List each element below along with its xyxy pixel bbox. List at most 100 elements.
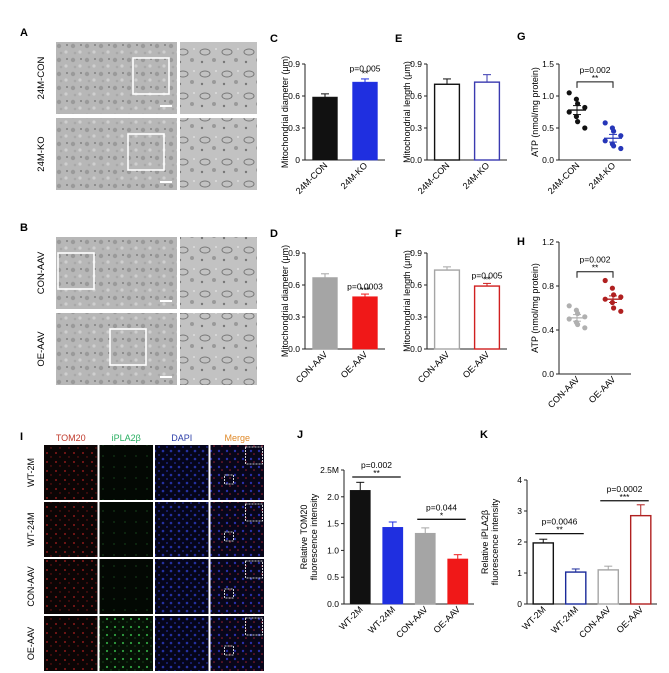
y-axis-label: ATP (nmol/mg protein) [530, 67, 540, 157]
p-value-label: p=0.0002 [607, 484, 643, 494]
x-tick-label: WT-2M [337, 604, 365, 632]
column-label: iPLA2β [112, 433, 141, 443]
y-axis-label: fluorescence intensity [490, 498, 500, 585]
y-axis-label: Mitochondrial length (μm) [402, 250, 412, 352]
panel-letter: F [395, 228, 402, 240]
roi-box [224, 588, 234, 599]
row-label: WT-24M [26, 512, 36, 546]
significance-stars: ** [373, 468, 380, 478]
y-tick-label: 0.6 [410, 280, 422, 290]
data-point [566, 90, 572, 96]
y-tick-label: 1.0 [542, 91, 554, 101]
x-tick-label: WT-24M [549, 604, 580, 635]
y-tick-label: 1 [517, 568, 522, 578]
x-tick-label: OE-AAV [615, 604, 646, 635]
y-tick-label: 1.5 [542, 59, 554, 69]
fluorescence-image [210, 445, 264, 500]
y-tick-label: 0.6 [288, 91, 300, 101]
y-tick-label: 0.0 [410, 155, 422, 165]
zoom-box [57, 252, 95, 290]
y-tick-label: 0.6 [288, 280, 300, 290]
row-label: 24M-CON [36, 56, 47, 99]
micrograph-zoom [180, 313, 257, 385]
data-point [602, 120, 608, 126]
y-tick-label: 1.2 [542, 237, 554, 247]
p-value-label: p=0.002 [580, 65, 611, 75]
y-tick-label: 0.3 [288, 123, 300, 133]
data-point [566, 303, 572, 309]
bar [382, 527, 404, 605]
y-tick-label: 0.0 [542, 369, 554, 379]
column-label: DAPI [171, 433, 192, 443]
y-axis-label: Relative TOM20 [299, 505, 309, 570]
fluorescence-image [44, 616, 98, 671]
roi-box [224, 645, 234, 656]
fluorescence-image [44, 445, 98, 500]
bar [352, 296, 378, 350]
row-label: 24M-KO [36, 136, 47, 171]
x-tick-label: CON-AAV [294, 349, 330, 385]
panel-letter: K [480, 429, 488, 441]
panel-letter: D [270, 228, 278, 240]
bar [532, 542, 555, 605]
row-label: CON-AAV [26, 566, 36, 606]
row-label: CON-AAV [36, 251, 47, 294]
data-point [582, 104, 588, 111]
panel-b-micrographs: B CON-AAV OE-AAV [20, 222, 257, 385]
chart-h: H 0.0 0.4 0.8 1.2 ATP (nmol/mg protein) CON-AA… [517, 236, 631, 410]
y-tick-label: 1.5 [327, 519, 339, 529]
y-tick-label: 2 [517, 537, 522, 547]
x-tick-label: 24M-CON [294, 160, 330, 196]
panel-a-micrographs: A 24M-CON 24M-KO [20, 27, 257, 190]
significance-stars: ** [592, 73, 599, 83]
annotation: ** [484, 274, 491, 284]
roi-box [224, 474, 234, 485]
y-tick-label: 0.0 [410, 344, 422, 354]
fluorescence-image [99, 559, 153, 614]
x-tick-label: WT-24M [366, 604, 397, 635]
zoom-box [132, 57, 170, 95]
fluorescence-image [210, 559, 264, 614]
y-tick-label: 0.3 [410, 123, 422, 133]
y-tick-label: 0.3 [410, 312, 422, 322]
x-tick-label: WT-2M [520, 604, 548, 632]
annotation: p=0.0003 [347, 281, 383, 291]
y-tick-label: 2.5M [320, 465, 339, 475]
data-point [618, 145, 624, 152]
x-tick-label: OE-AAV [461, 349, 492, 380]
y-axis-label: Mitochondrial length (μm) [402, 61, 412, 163]
y-tick-label: 1.0 [327, 545, 339, 555]
fluorescence-image [155, 502, 209, 557]
panel-letter: A [20, 27, 28, 39]
annotation: *** [360, 285, 371, 295]
y-tick-label: 0.9 [288, 248, 300, 258]
data-point [611, 305, 617, 311]
annotation: p=0.005 [350, 63, 381, 73]
data-point [575, 101, 581, 107]
data-point [618, 294, 624, 300]
fluorescence-image [155, 559, 209, 614]
zoom-box [127, 133, 165, 171]
y-tick-label: 4 [517, 475, 522, 485]
y-axis-label: Mitochondrial diameter (μm) [280, 56, 290, 168]
bar [312, 277, 338, 350]
bar [433, 269, 461, 350]
inset-box [245, 446, 263, 465]
inset-box [245, 617, 263, 636]
y-tick-label: 0.5 [542, 123, 554, 133]
bar [312, 96, 338, 161]
p-value-label: p=0.002 [580, 255, 611, 265]
data-point [618, 308, 624, 314]
p-value-label: p=0.044 [426, 502, 457, 512]
significance-stars: ** [556, 525, 563, 535]
annotation: ** [362, 68, 369, 78]
y-tick-label: 0.0 [327, 599, 339, 609]
row-label: OE-AAV [26, 627, 36, 660]
data-point [575, 321, 581, 328]
panel-letter: C [270, 33, 278, 45]
data-point [611, 292, 617, 298]
